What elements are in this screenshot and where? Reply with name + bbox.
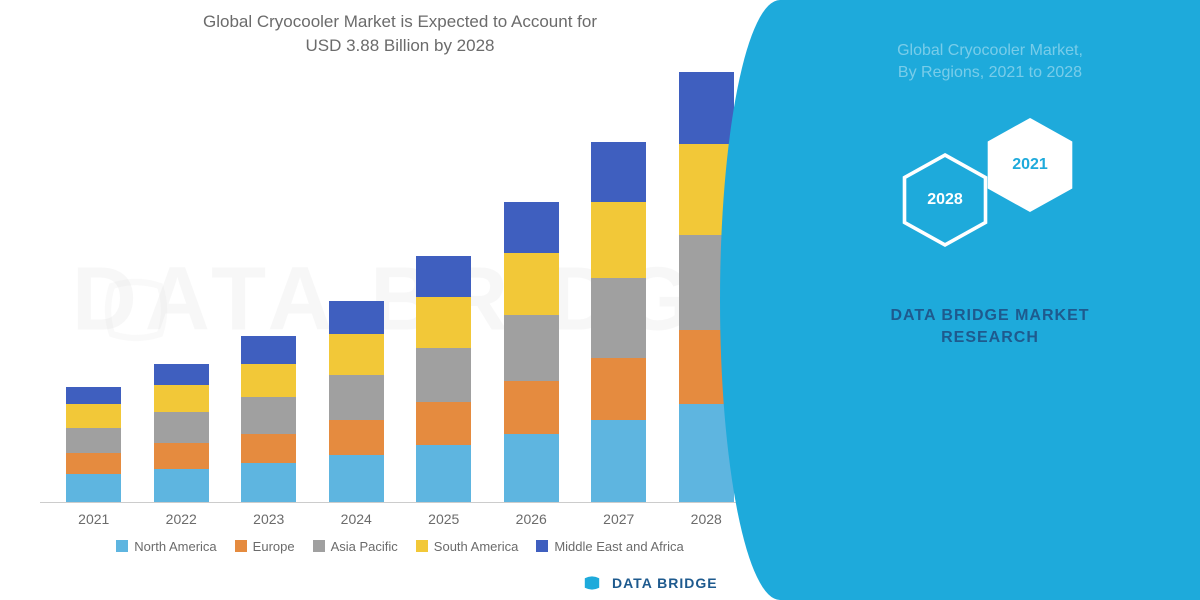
chart-area <box>40 73 760 503</box>
bar-segment <box>504 315 559 381</box>
legend-item: Middle East and Africa <box>536 539 683 554</box>
chart-title-line1: Global Cryocooler Market is Expected to … <box>203 12 597 31</box>
legend-item: Europe <box>235 539 295 554</box>
chart-legend: North America Europe Asia Pacific South Ame… <box>40 539 760 554</box>
bar-segment <box>504 381 559 434</box>
legend-label: South America <box>434 539 519 554</box>
bar-segment <box>154 385 209 412</box>
footer-logo-icon <box>580 571 604 595</box>
bar-group <box>59 387 129 502</box>
bar-segment <box>66 404 121 427</box>
hexagon-2021-label: 2021 <box>1012 156 1048 174</box>
bar-segment <box>591 420 646 502</box>
chart-title-line2: USD 3.88 Billion by 2028 <box>305 36 494 55</box>
bar-segment <box>241 434 296 463</box>
bar-segment <box>241 463 296 502</box>
legend-label: Europe <box>253 539 295 554</box>
bar-segment <box>66 428 121 453</box>
x-axis-label: 2021 <box>59 511 129 527</box>
bar-segment <box>241 397 296 434</box>
bar-segment <box>154 364 209 385</box>
bar-segment <box>504 202 559 253</box>
main-container: Global Cryocooler Market is Expected to … <box>0 0 1200 600</box>
bar-segment <box>591 142 646 202</box>
bar-segment <box>154 469 209 502</box>
legend-swatch <box>536 540 548 552</box>
legend-swatch <box>416 540 428 552</box>
bar-group <box>321 301 391 501</box>
bar-segment <box>66 387 121 405</box>
stacked-bar <box>241 336 296 501</box>
panel-title: Global Cryocooler Market, By Regions, 20… <box>897 40 1083 85</box>
stacked-bar <box>66 387 121 502</box>
bar-group <box>234 336 304 501</box>
right-panel: Global Cryocooler Market, By Regions, 20… <box>780 0 1200 600</box>
hexagon-2021: 2021 <box>985 115 1075 215</box>
brand-line2: RESEARCH <box>941 329 1039 346</box>
stacked-bar <box>154 364 209 502</box>
bar-group <box>146 364 216 502</box>
bar-segment <box>416 402 471 445</box>
stacked-bar <box>329 301 384 501</box>
bar-segment <box>416 256 471 297</box>
bar-segment <box>154 443 209 468</box>
x-axis-label: 2024 <box>321 511 391 527</box>
x-axis-label: 2026 <box>496 511 566 527</box>
chart-title: Global Cryocooler Market is Expected to … <box>40 10 760 58</box>
bar-segment <box>591 358 646 420</box>
bar-segment <box>679 72 734 144</box>
legend-label: Asia Pacific <box>331 539 398 554</box>
bar-segment <box>329 301 384 334</box>
footer-logo-text: DATA BRIDGE <box>612 575 718 591</box>
legend-label: Middle East and Africa <box>554 539 683 554</box>
x-axis-label: 2027 <box>584 511 654 527</box>
bar-group <box>409 256 479 501</box>
legend-item: Asia Pacific <box>313 539 398 554</box>
bar-group <box>584 142 654 502</box>
x-axis-label: 2028 <box>671 511 741 527</box>
bar-segment <box>591 202 646 278</box>
stacked-bar <box>416 256 471 501</box>
panel-title-line2: By Regions, 2021 to 2028 <box>898 64 1082 81</box>
panel-title-line1: Global Cryocooler Market, <box>897 42 1083 59</box>
stacked-bar <box>591 142 646 502</box>
legend-label: North America <box>134 539 216 554</box>
bar-segment <box>591 278 646 358</box>
legend-swatch <box>313 540 325 552</box>
bar-segment <box>66 474 121 501</box>
legend-swatch <box>235 540 247 552</box>
bar-segment <box>416 348 471 402</box>
stacked-bar <box>504 202 559 502</box>
bar-segment <box>504 434 559 502</box>
x-axis-label: 2025 <box>409 511 479 527</box>
hexagon-2028-label: 2028 <box>927 191 963 209</box>
legend-item: South America <box>416 539 519 554</box>
brand-line1: DATA BRIDGE MARKET <box>890 307 1089 324</box>
bar-segment <box>329 334 384 375</box>
bar-segment <box>329 375 384 420</box>
bar-segment <box>241 336 296 363</box>
bar-segment <box>504 253 559 315</box>
bar-segment <box>241 364 296 397</box>
bar-segment <box>329 420 384 455</box>
legend-item: North America <box>116 539 216 554</box>
x-axis-labels: 2021 2022 2023 2024 2025 2026 2027 2028 <box>40 503 760 527</box>
brand-text: DATA BRIDGE MARKET RESEARCH <box>890 305 1089 350</box>
x-axis-label: 2023 <box>234 511 304 527</box>
bar-segment <box>416 445 471 501</box>
bar-segment <box>416 297 471 348</box>
bar-segment <box>329 455 384 502</box>
chart-section: Global Cryocooler Market is Expected to … <box>0 0 780 600</box>
bar-segment <box>154 412 209 443</box>
bar-segment <box>66 453 121 474</box>
bar-group <box>496 202 566 502</box>
hexagon-2028: 2028 <box>900 150 990 250</box>
footer-logo: DATA BRIDGE <box>580 571 718 595</box>
hexagon-group: 2028 2021 <box>890 115 1090 255</box>
x-axis-label: 2022 <box>146 511 216 527</box>
legend-swatch <box>116 540 128 552</box>
